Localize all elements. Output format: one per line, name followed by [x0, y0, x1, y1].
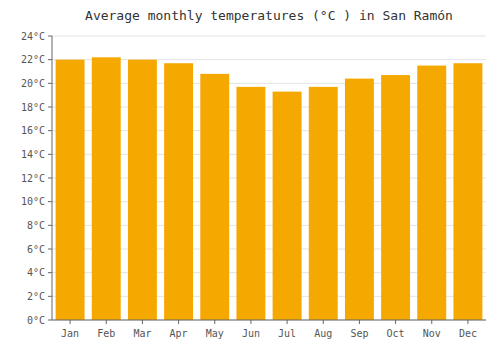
- y-tick-label: 16°C: [21, 125, 45, 136]
- y-tick-label: 24°C: [21, 31, 45, 42]
- x-tick: [142, 320, 143, 324]
- y-tick-label: 12°C: [21, 173, 45, 184]
- x-tick-label: Apr: [170, 328, 188, 339]
- y-tick: [48, 59, 52, 60]
- title: Average monthly temperatures (°C ) in Sa…: [85, 8, 453, 23]
- bar: [417, 66, 446, 320]
- y-tick-label: 8°C: [27, 220, 45, 231]
- x-tick: [359, 320, 360, 324]
- x-tick: [178, 320, 179, 324]
- y-axis-line: [52, 36, 53, 320]
- x-tick: [467, 320, 468, 324]
- x-tick-label: Mar: [133, 328, 151, 339]
- bar: [128, 60, 157, 320]
- bar: [309, 87, 338, 320]
- y-axis: 0°C 2°C 4°C 6°C 8°C 10°C 12°C 14°C 16°C 18°C 20°C 2…: [21, 31, 52, 326]
- x-tick: [395, 320, 396, 324]
- y-tick-label: 22°C: [21, 54, 45, 65]
- y-tick-label: 2°C: [27, 291, 45, 302]
- x-tick: [70, 320, 71, 324]
- y-tick-label: 6°C: [27, 244, 45, 255]
- y-tick: [48, 154, 52, 155]
- y-tick: [48, 83, 52, 84]
- grid: [52, 36, 486, 320]
- y-tick-label: 0°C: [27, 315, 45, 326]
- bar: [164, 63, 193, 320]
- y-tick-label: 20°C: [21, 78, 45, 89]
- x-tick-label: Oct: [387, 328, 405, 339]
- grid-line: [52, 36, 486, 37]
- y-tick: [48, 130, 52, 131]
- x-tick-label: Jan: [61, 328, 79, 339]
- y-tick: [48, 272, 52, 273]
- y-tick-label: 10°C: [21, 196, 45, 207]
- y-tick-label: 14°C: [21, 149, 45, 160]
- x-tick-label: Feb: [97, 328, 115, 339]
- x-axis: Jan Feb Mar Apr May Jun Jul Aug Sep Oct Nov Dec: [61, 320, 477, 339]
- x-tick-label: Jun: [242, 328, 260, 339]
- bar: [200, 74, 229, 320]
- y-tick: [48, 249, 52, 250]
- x-tick-label: Sep: [350, 328, 368, 339]
- y-tick: [48, 296, 52, 297]
- y-tick: [48, 107, 52, 108]
- bar: [453, 63, 482, 320]
- x-tick: [250, 320, 251, 324]
- y-tick-label: 4°C: [27, 267, 45, 278]
- chart: Average monthly temperatures (°C ) in Sa…: [0, 0, 500, 350]
- y-tick: [48, 320, 52, 321]
- x-tick-label: Dec: [459, 328, 477, 339]
- x-tick: [106, 320, 107, 324]
- page: {"chart_data": {"type": "bar", "title": …: [0, 0, 500, 350]
- x-tick-label: Nov: [423, 328, 441, 339]
- bars: [56, 57, 483, 320]
- y-tick-label: 18°C: [21, 102, 45, 113]
- x-tick-label: Aug: [314, 328, 332, 339]
- y-tick: [48, 178, 52, 179]
- bar: [92, 57, 121, 320]
- bar: [273, 92, 302, 320]
- y-tick: [48, 36, 52, 37]
- x-axis-line: [52, 320, 486, 321]
- x-tick: [287, 320, 288, 324]
- x-tick: [323, 320, 324, 324]
- x-tick: [431, 320, 432, 324]
- bar: [56, 60, 85, 320]
- y-tick: [48, 225, 52, 226]
- y-tick: [48, 201, 52, 202]
- bar: [236, 87, 265, 320]
- bar: [381, 75, 410, 320]
- x-tick-label: May: [206, 328, 224, 339]
- bar: [345, 79, 374, 320]
- x-tick-label: Jul: [278, 328, 296, 339]
- x-tick: [214, 320, 215, 324]
- grid-line: [52, 320, 486, 321]
